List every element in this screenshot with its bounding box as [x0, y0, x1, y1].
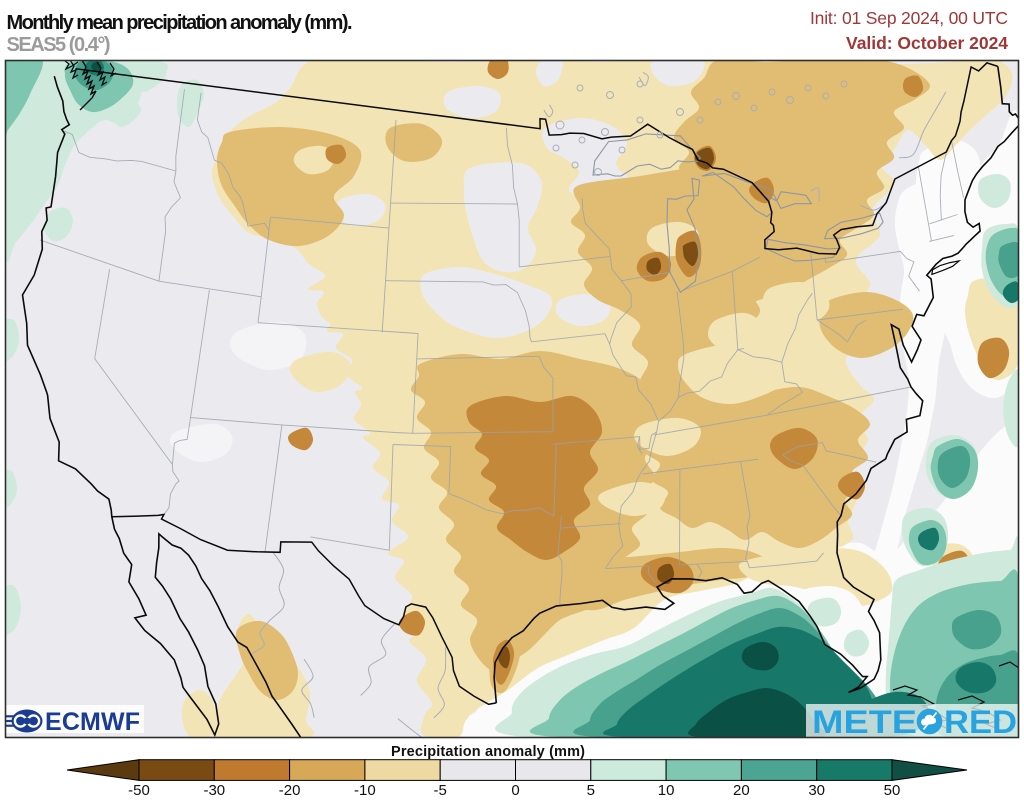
- svg-text:Init: 01 Sep 2024, 00 UTC: Init: 01 Sep 2024, 00 UTC: [810, 8, 1008, 28]
- svg-text:Precipitation anomaly (mm): Precipitation anomaly (mm): [391, 744, 585, 760]
- svg-text:SEAS5 (0.4°): SEAS5 (0.4°): [7, 34, 111, 56]
- svg-text:10: 10: [658, 782, 675, 799]
- svg-text:50: 50: [884, 782, 901, 799]
- svg-text:20: 20: [733, 782, 750, 799]
- svg-text:-10: -10: [354, 782, 376, 799]
- svg-text:Valid: October 2024: Valid: October 2024: [846, 33, 1008, 53]
- svg-text:Monthly mean precipitation ano: Monthly mean precipitation anomaly (mm).: [7, 12, 353, 34]
- svg-text:-20: -20: [279, 782, 301, 799]
- svg-text:METE: METE: [812, 704, 917, 740]
- svg-text:-5: -5: [434, 782, 447, 799]
- svg-text:RED: RED: [944, 704, 1017, 740]
- svg-text:ECMWF: ECMWF: [45, 708, 140, 736]
- svg-text:30: 30: [808, 782, 825, 799]
- svg-text:-30: -30: [203, 782, 225, 799]
- svg-text:0: 0: [511, 782, 519, 799]
- svg-text:5: 5: [587, 782, 595, 799]
- svg-text:-50: -50: [128, 782, 150, 799]
